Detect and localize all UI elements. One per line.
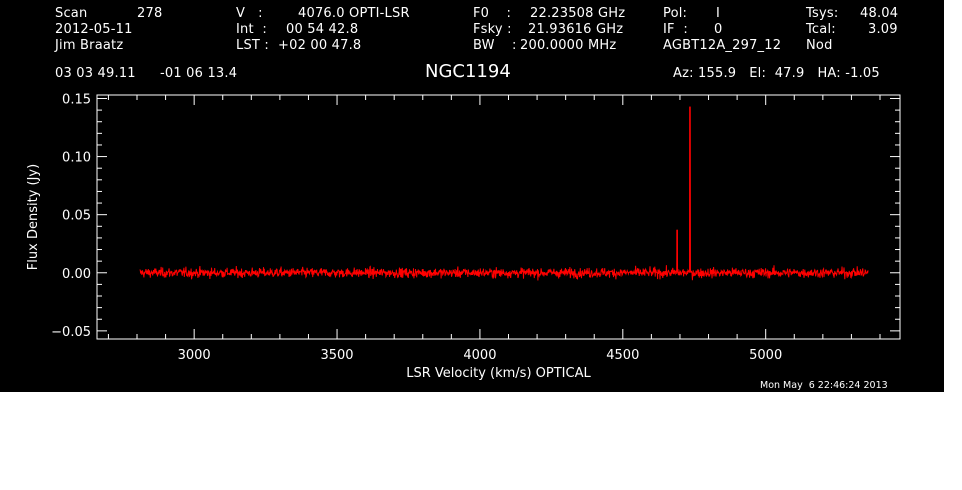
timestamp: Mon May 6 22:46:24 2013 xyxy=(760,380,888,391)
pol-value: I xyxy=(716,6,721,21)
scan-label: Scan xyxy=(55,6,88,21)
fsky-value: 21.93616 GHz xyxy=(528,22,624,37)
y-tick-label: −0.05 xyxy=(51,325,91,340)
spectrum-trace xyxy=(139,106,869,281)
tcal-value: 3.09 xyxy=(868,22,898,37)
int-value: 00 54 42.8 xyxy=(286,22,359,37)
int-label: Int : xyxy=(236,22,268,37)
fsky-label: Fsky : xyxy=(473,22,512,37)
observer: Jim Braatz xyxy=(55,38,124,53)
y-tick-label: 0.10 xyxy=(62,151,91,166)
x-tick-label: 5000 xyxy=(749,348,782,363)
tcal-label: Tcal: xyxy=(806,22,836,37)
scan-value: 278 xyxy=(137,6,163,21)
bw-value: 200.0000 MHz xyxy=(520,38,617,53)
y-tick-label: 0.05 xyxy=(62,209,91,224)
switch-mode: Nod xyxy=(806,38,833,53)
ra-coord: 03 03 49.11 xyxy=(55,66,136,81)
x-tick-label: 3000 xyxy=(178,348,211,363)
tsys-label: Tsys: xyxy=(806,6,839,21)
pol-label: Pol: xyxy=(663,6,688,21)
tsys-value: 48.04 xyxy=(860,6,899,21)
y-axis-label: Flux Density (Jy) xyxy=(26,164,41,270)
lst-label: LST : xyxy=(236,38,269,53)
f0-label: F0 : xyxy=(473,6,512,21)
if-label: IF : xyxy=(663,22,688,37)
y-tick-label: 0.00 xyxy=(62,267,91,282)
if-value: 0 xyxy=(714,22,723,37)
spectrum-plot: 3000 3500 4000 4500 5000 −0.05 0.00 0.05 0.10 0.1… xyxy=(26,92,901,381)
velocity-label: V : xyxy=(236,6,263,21)
plot-frame xyxy=(96,94,901,340)
velocity-value: 4076.0 OPTI-LSR xyxy=(298,6,410,21)
x-tick-label: 4000 xyxy=(463,348,496,363)
bw-label: BW : xyxy=(473,38,517,53)
x-axis-label: LSR Velocity (km/s) OPTICAL xyxy=(406,366,591,381)
f0-value: 22.23508 GHz xyxy=(530,6,626,21)
source-name: NGC1194 xyxy=(425,61,511,82)
obs-date: 2012-05-11 xyxy=(55,22,133,37)
plot-panel: Scan 278 2012-05-11 Jim Braatz V : 4076.… xyxy=(0,0,944,392)
x-tick-label: 3500 xyxy=(320,348,353,363)
dec-coord: -01 06 13.4 xyxy=(160,66,238,81)
lst-value: +02 00 47.8 xyxy=(278,38,362,53)
project-id: AGBT12A_297_12 xyxy=(663,38,782,53)
x-tick-label: 4500 xyxy=(606,348,639,363)
y-tick-label: 0.15 xyxy=(62,92,91,107)
az-el-ha: Az: 155.9 El: 47.9 HA: -1.05 xyxy=(673,66,880,81)
